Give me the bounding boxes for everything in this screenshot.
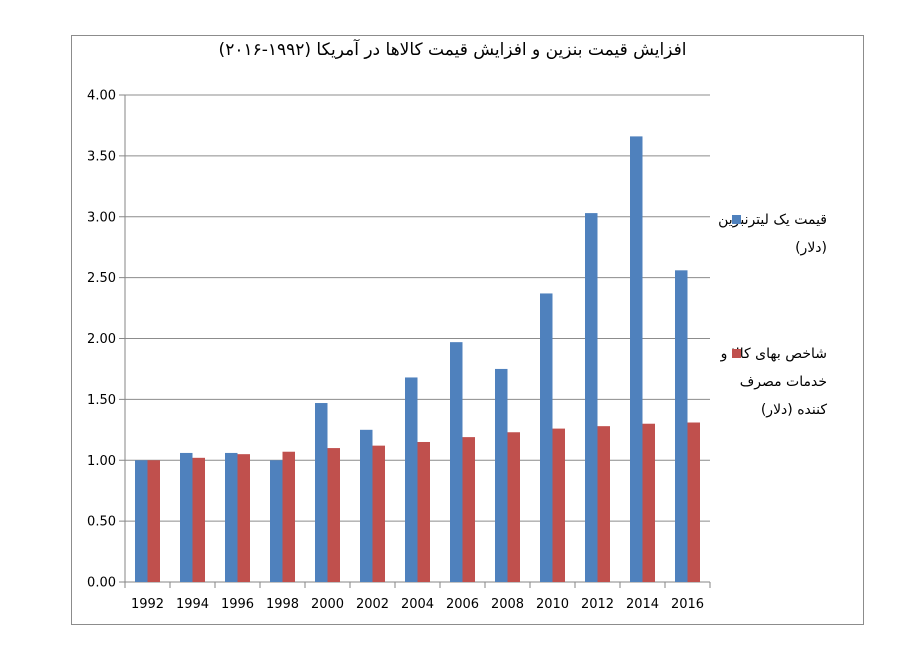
x-tick-label: 1998 xyxy=(266,597,299,612)
x-tick-label: 2006 xyxy=(446,597,479,612)
legend-item-cpi: شاخص بهای کالا و خدمات مصرف کننده (دلار) xyxy=(718,340,853,424)
legend-label-gasoline: قیمت یک لیترنبزین (دلار) xyxy=(718,212,827,256)
x-tick-label: 2012 xyxy=(581,597,614,612)
x-tick-label: 1996 xyxy=(221,597,254,612)
y-tick-label: 2.00 xyxy=(87,332,116,347)
x-tick-label: 2010 xyxy=(536,597,569,612)
bar-gasoline-2012 xyxy=(585,213,598,582)
legend-label-cpi: شاخص بهای کالا و خدمات مصرف کننده (دلار) xyxy=(720,346,827,418)
bar-cpi-2014 xyxy=(642,423,655,582)
legend-item-gasoline: قیمت یک لیترنبزین (دلار) xyxy=(718,206,853,262)
bar-gasoline-2010 xyxy=(540,293,553,582)
bar-cpi-2006 xyxy=(462,437,475,582)
x-tick-label: 2002 xyxy=(356,597,389,612)
chart-title: افزایش قیمت بنزین و افزایش قیمت کالاها د… xyxy=(218,40,687,60)
x-tick-label: 1994 xyxy=(176,597,209,612)
bar-gasoline-1998 xyxy=(270,460,283,582)
bar-cpi-2000 xyxy=(327,448,340,582)
y-tick-label: 3.00 xyxy=(87,210,116,225)
chart-frame xyxy=(71,35,864,625)
y-tick-label: 3.50 xyxy=(87,149,116,164)
bar-gasoline-1996 xyxy=(225,452,238,582)
x-axis-ticks: 1992 1994 1996 1998 2000 2002 2004 2006 2008 2010… xyxy=(124,582,711,612)
bar-gasoline-2000 xyxy=(315,403,328,582)
x-tick-label: 1992 xyxy=(131,597,164,612)
bar-cpi-2016 xyxy=(687,422,700,582)
bar-cpi-2002 xyxy=(372,445,385,582)
x-tick-label: 2000 xyxy=(311,597,344,612)
x-tick-label: 2016 xyxy=(671,597,704,612)
y-tick-label: 2.50 xyxy=(87,271,116,286)
bar-cpi-1996 xyxy=(237,454,250,582)
legend-swatch-cpi xyxy=(732,349,741,358)
bar-gasoline-1992 xyxy=(135,460,148,582)
bar-gasoline-2014 xyxy=(630,136,643,582)
bar-gasoline-2006 xyxy=(450,342,463,582)
bar-cpi-2008 xyxy=(507,432,520,582)
y-tick-label: 0.50 xyxy=(87,515,116,530)
bar-gasoline-2004 xyxy=(405,377,418,582)
bars xyxy=(135,136,700,582)
legend-swatch-gasoline xyxy=(732,215,741,224)
x-tick-label: 2014 xyxy=(626,597,659,612)
bar-cpi-1992 xyxy=(147,460,160,582)
bar-gasoline-2016 xyxy=(675,270,688,582)
bar-cpi-2004 xyxy=(417,441,430,582)
y-tick-label: 1.00 xyxy=(87,454,116,469)
bar-gasoline-2002 xyxy=(360,429,373,582)
bar-cpi-2010 xyxy=(552,428,565,582)
y-tick-label: 1.50 xyxy=(87,393,116,408)
y-axis-ticks: 0.00 0.50 1.00 1.50 2.00 2.50 3.00 3.50 4.00 xyxy=(87,89,126,591)
y-tick-label: 0.00 xyxy=(87,576,116,591)
x-tick-label: 2008 xyxy=(491,597,524,612)
bar-cpi-1994 xyxy=(192,457,205,582)
bar-cpi-2012 xyxy=(597,426,610,582)
bar-gasoline-1994 xyxy=(180,452,193,582)
x-tick-label: 2004 xyxy=(401,597,434,612)
y-tick-label: 4.00 xyxy=(87,89,116,104)
bar-gasoline-2008 xyxy=(495,368,508,582)
bar-cpi-1998 xyxy=(282,451,295,582)
